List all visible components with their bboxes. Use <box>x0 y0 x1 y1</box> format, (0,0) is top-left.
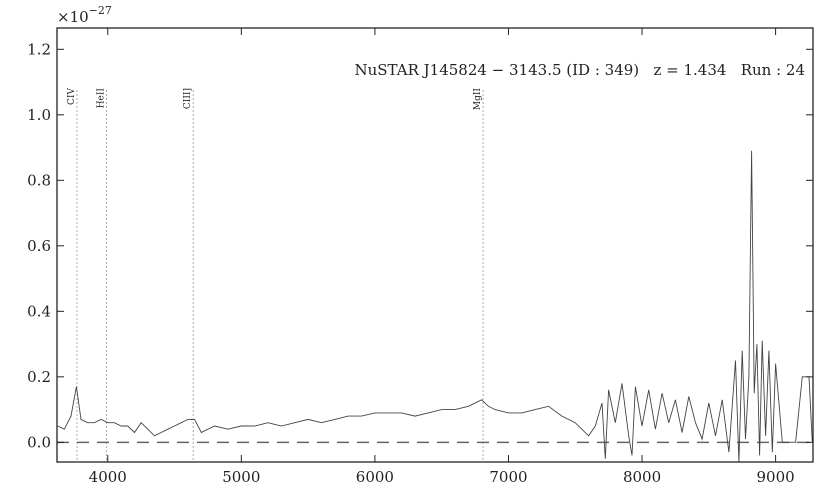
y-tick-label: 0.4 <box>27 302 51 320</box>
plot-frame <box>56 27 814 463</box>
y-tick-label: 1.0 <box>27 106 51 124</box>
x-tick-label: 9000 <box>757 468 795 486</box>
y-tick-label: 0.0 <box>27 433 51 451</box>
x-tick-label: 7000 <box>489 468 527 486</box>
y-tick-label: 1.2 <box>27 40 51 58</box>
spectral-line-label: CIV <box>67 88 77 105</box>
y-tick-label: 0.8 <box>27 171 51 189</box>
x-tick-label: 6000 <box>356 468 394 486</box>
spectral-line-label: MgII <box>473 88 483 111</box>
offset-text: ×10−27 <box>57 4 112 26</box>
y-tick-label: 0.2 <box>27 368 51 386</box>
spectral-line-label: HeII <box>96 88 106 109</box>
y-tick-label: 0.6 <box>27 237 51 255</box>
x-tick-label: 5000 <box>222 468 260 486</box>
x-tick-label: 4000 <box>89 468 127 486</box>
spectral-line-label: CIII] <box>183 88 193 109</box>
spectrum-line <box>57 150 813 462</box>
chart-title: NuSTAR J145824 − 3143.5 (ID : 349) z = 1… <box>355 61 806 79</box>
x-tick-label: 8000 <box>623 468 661 486</box>
